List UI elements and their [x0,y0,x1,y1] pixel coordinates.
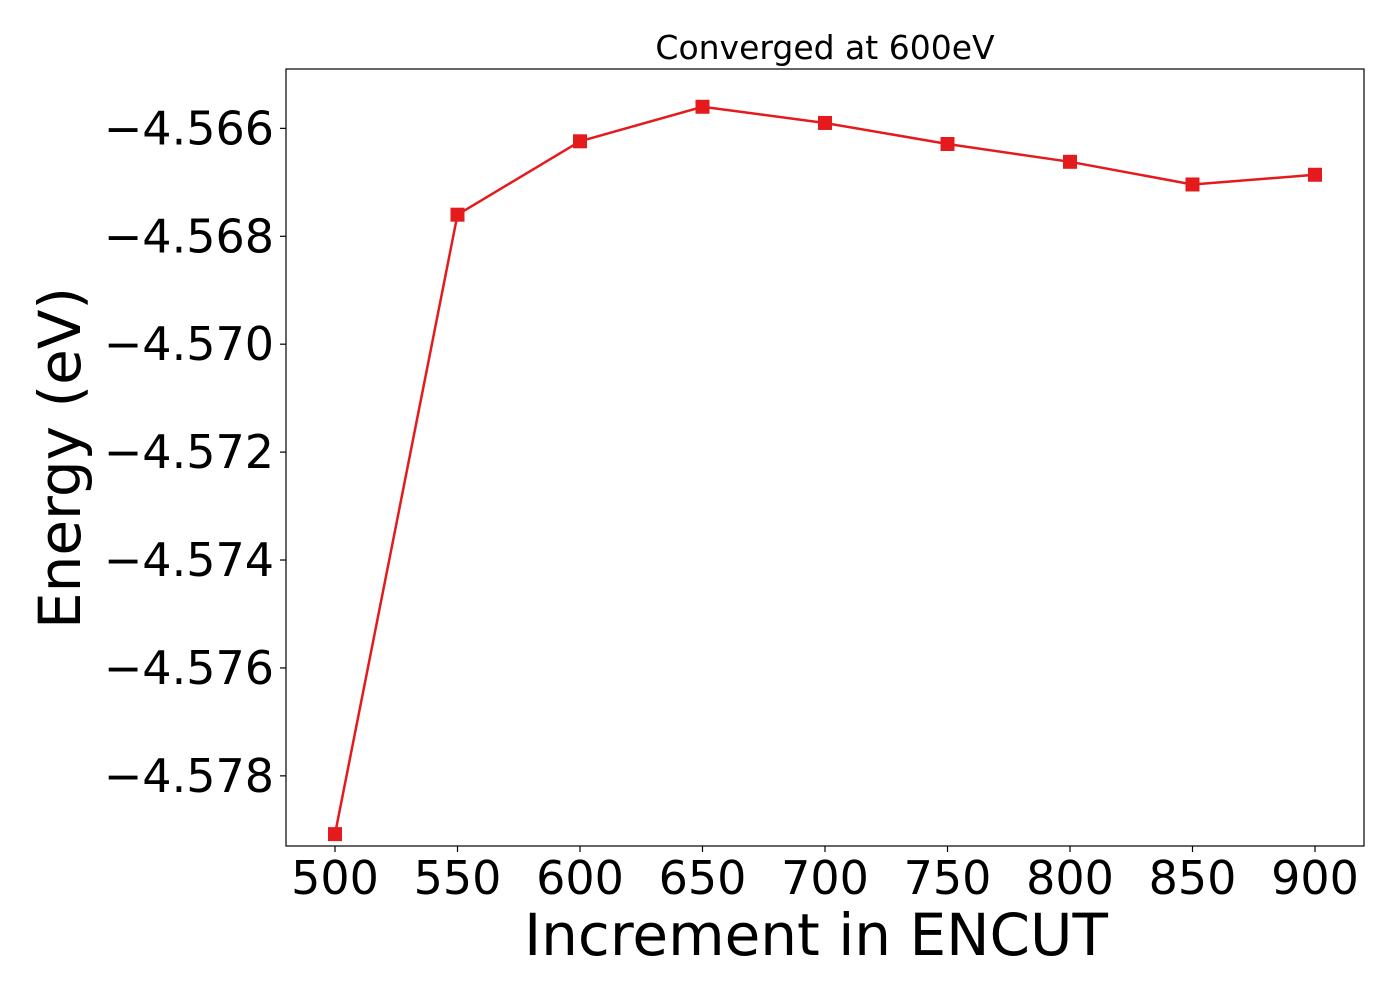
x-tick-label: 500 [291,851,379,905]
data-point-marker [940,137,955,152]
y-tick-label: −4.578 [104,749,274,803]
y-tick-label: −4.566 [104,101,274,155]
y-tick-label: −4.570 [104,317,274,371]
data-point-marker [450,207,465,222]
x-tick-label: 600 [536,851,624,905]
data-point-marker [818,115,832,130]
x-tick-label: 700 [781,851,869,905]
plot-area: 500 550 600 650 700 750 800 850 900 −4.578 −4.576 −… [104,68,1365,905]
chart-title: Converged at 600eV [655,28,995,67]
x-tick-label: 800 [1026,851,1114,905]
x-tick-label: 750 [904,851,992,905]
data-point-marker [1185,177,1200,192]
data-point-marker [328,827,342,842]
x-tick-label: 650 [659,851,747,905]
data-point-marker [1308,167,1322,182]
x-tick-label: 900 [1271,851,1359,905]
y-tick-label: −4.568 [104,209,274,263]
data-point-marker [573,134,587,149]
data-point-marker [695,99,710,114]
y-axis-label: Energy (eV) [26,287,94,629]
x-axis-label: Increment in ENCUT [524,901,1108,969]
y-tick-label: −4.574 [104,533,274,587]
y-tick-label: −4.576 [104,641,274,695]
x-tick-label: 850 [1149,851,1237,905]
data-point-marker [1063,154,1077,169]
y-tick-label: −4.572 [104,425,274,479]
x-tick-label: 550 [414,851,502,905]
